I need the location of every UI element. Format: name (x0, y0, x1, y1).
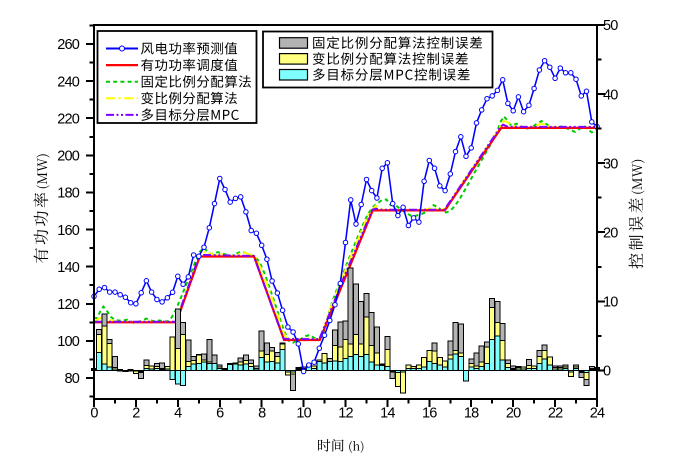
svg-text:6: 6 (216, 406, 224, 422)
svg-text:0: 0 (603, 364, 611, 380)
svg-text:30: 30 (603, 156, 618, 172)
svg-text:140: 140 (57, 260, 80, 276)
svg-text:260: 260 (57, 37, 80, 53)
svg-text:220: 220 (57, 111, 80, 127)
svg-text:120: 120 (57, 297, 80, 313)
svg-text:20: 20 (603, 225, 618, 241)
svg-text:160: 160 (57, 223, 80, 239)
svg-text:14: 14 (380, 406, 395, 422)
svg-text:40: 40 (603, 87, 618, 103)
svg-text:20: 20 (506, 406, 521, 422)
svg-text:8: 8 (258, 406, 266, 422)
svg-text:12: 12 (338, 406, 353, 422)
svg-text:24: 24 (590, 406, 605, 422)
svg-text:0: 0 (90, 406, 98, 422)
svg-text:22: 22 (548, 406, 563, 422)
svg-text:200: 200 (57, 149, 80, 165)
svg-text:180: 180 (57, 186, 80, 202)
svg-text:10: 10 (603, 295, 618, 311)
svg-text:240: 240 (57, 74, 80, 90)
svg-text:18: 18 (464, 406, 479, 422)
svg-text:10: 10 (296, 406, 311, 422)
svg-text:4: 4 (174, 406, 182, 422)
svg-text:50: 50 (603, 18, 618, 34)
svg-text:16: 16 (422, 406, 437, 422)
svg-text:2: 2 (132, 406, 140, 422)
svg-text:100: 100 (57, 334, 80, 350)
svg-text:80: 80 (64, 371, 79, 387)
